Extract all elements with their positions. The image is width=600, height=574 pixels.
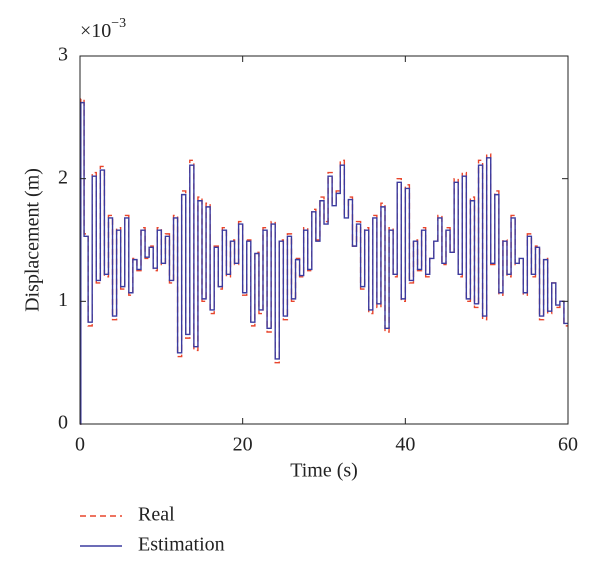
legend-label: Real [138,504,175,526]
multiplier-exponent: −3 [111,16,126,31]
plot-frame [79,55,569,425]
y-tick-label: 3 [58,44,68,66]
series-line [80,98,568,425]
y-tick-label: 1 [58,289,68,311]
x-tick-label: 0 [75,434,85,456]
multiplier-base: ×10 [80,20,111,42]
legend-label: Estimation [138,534,225,556]
x-tick-label: 60 [558,434,578,456]
y-tick-label: 0 [58,412,68,434]
y-tick-label: 2 [58,166,68,188]
multiplier: ×10−3 [80,16,126,41]
x-tick-label: 40 [395,434,415,456]
x-axis-label: Time (s) [290,460,358,482]
x-tick-label: 20 [233,434,253,456]
series-line [80,101,568,425]
y-axis-label: Displacement (m) [22,168,44,312]
